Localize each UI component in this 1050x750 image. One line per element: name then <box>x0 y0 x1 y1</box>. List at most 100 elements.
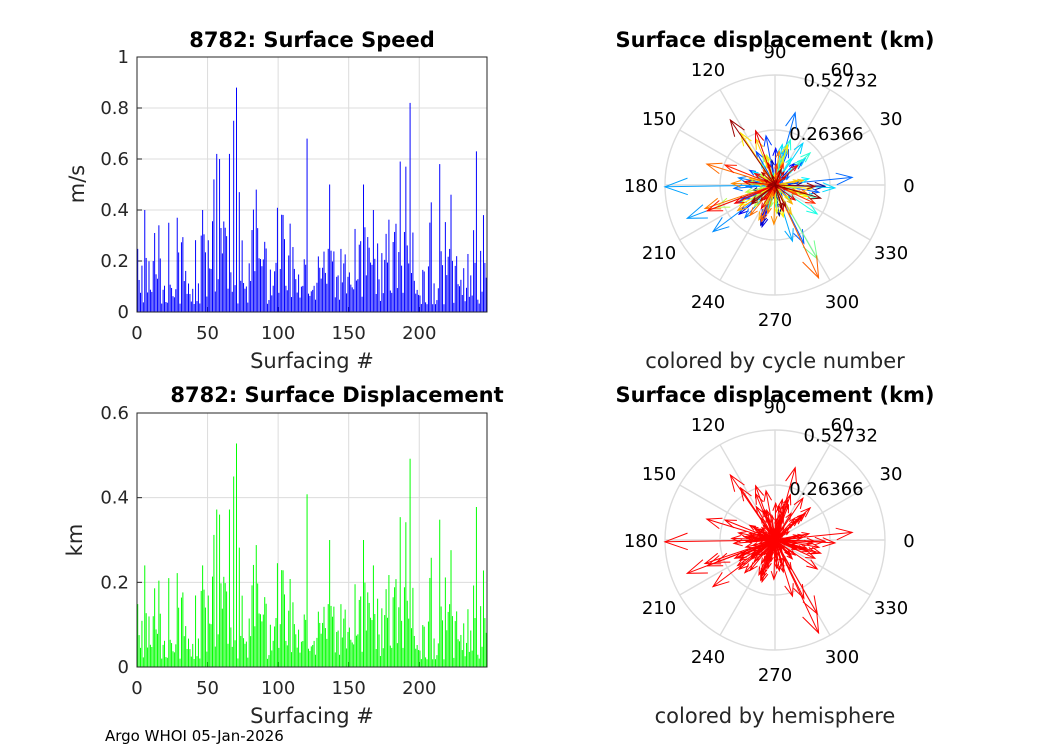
polar-hemisphere-arrow-head <box>784 531 791 536</box>
displacement-bar <box>283 594 285 667</box>
polar-cycle-rtick-label: 0.26366 <box>789 124 863 145</box>
displacement-bar <box>137 604 139 667</box>
displacement-bar <box>484 618 486 667</box>
speed-bar <box>197 283 199 312</box>
polar-hemisphere-arrow-head <box>760 570 768 582</box>
speed-bar <box>464 301 466 312</box>
speed-bar <box>214 291 216 312</box>
speed-bar <box>406 245 408 312</box>
displacement-bar <box>188 638 190 667</box>
displacement-bar <box>463 623 465 667</box>
speed-bar <box>305 264 307 312</box>
speed-bar <box>200 235 202 312</box>
polar-hemisphere-rtick-label: 0.52732 <box>804 426 878 447</box>
polar-cycle-arrow-head <box>809 186 821 195</box>
polar-cycle-angle-label: 150 <box>642 109 676 130</box>
displacement-bar <box>152 616 154 667</box>
speed-bar <box>453 302 455 312</box>
displacement-bar <box>196 656 198 667</box>
displacement-bar <box>140 647 142 667</box>
polar-hemisphere-angle-label: 330 <box>874 598 908 619</box>
displacement-bar <box>406 600 408 667</box>
speed-bar <box>396 288 398 312</box>
displacement-bar <box>384 615 386 667</box>
displacement-bar <box>351 642 353 667</box>
polar-cycle-chart: Surface displacement (km) colored by cyc… <box>615 28 934 373</box>
speed-bar <box>433 283 435 312</box>
speed-bar <box>442 265 444 312</box>
speed-bar <box>348 272 350 312</box>
speed-bar <box>168 222 170 312</box>
speed-bar <box>350 284 352 312</box>
polar-cycle-arrow-head <box>760 215 768 227</box>
speed-bar <box>254 271 256 312</box>
displacement-bar <box>402 647 404 667</box>
speed-ytick-label: 0.6 <box>100 149 129 170</box>
polar-hemisphere-arrow <box>760 526 776 541</box>
speed-bar <box>195 240 197 312</box>
speed-bar <box>268 300 270 312</box>
displacement-bar <box>365 630 367 667</box>
polar-hemisphere-angle-label: 180 <box>624 531 658 552</box>
speed-bar <box>430 202 432 312</box>
displacement-bar <box>219 514 221 667</box>
polar-hemisphere-arrow-head <box>738 553 749 562</box>
polar-hemisphere-arrow-head <box>742 534 751 541</box>
displacement-bar <box>183 636 185 667</box>
polar-hemisphere-caption: colored by hemisphere <box>655 704 896 728</box>
displacement-bar <box>480 606 482 667</box>
speed-bar <box>427 266 429 312</box>
speed-bar <box>429 222 431 312</box>
displacement-bar <box>450 550 452 667</box>
speed-bar <box>258 258 260 312</box>
displacement-bar <box>272 640 274 667</box>
displacement-bar <box>425 657 427 667</box>
speed-bar <box>319 267 321 312</box>
displacement-ytick-label: 0.2 <box>100 572 129 593</box>
polar-hemisphere-angle-label: 0 <box>903 531 914 552</box>
speed-bar <box>333 251 335 312</box>
polar-hemisphere-arrow-shaft <box>774 539 821 554</box>
speed-bar <box>331 261 333 312</box>
displacement-bar <box>446 630 448 667</box>
speed-bar <box>234 285 236 312</box>
speed-bar <box>227 288 229 312</box>
speed-ytick-label: 0.8 <box>100 98 129 119</box>
displacement-bar <box>481 646 483 667</box>
speed-bar <box>423 271 425 312</box>
displacement-bar <box>371 620 373 667</box>
polar-cycle-arrow-head <box>736 202 748 212</box>
speed-bar <box>261 266 263 312</box>
displacement-bar <box>330 605 332 667</box>
speed-bar <box>372 210 374 312</box>
polar-cycle-arrow-shaft <box>774 184 821 199</box>
displacement-bar <box>350 639 352 667</box>
speed-ytick-label: 0 <box>118 302 129 323</box>
displacement-bar <box>299 652 301 667</box>
polar-hemisphere-angle-label: 270 <box>758 665 792 686</box>
speed-bar <box>367 237 369 312</box>
speed-bar <box>360 241 362 312</box>
polar-hemisphere-arrow-shaft <box>774 539 796 556</box>
displacement-bar <box>226 591 228 667</box>
displacement-bar <box>451 616 453 667</box>
displacement-bar <box>419 650 421 667</box>
polar-hemisphere-arrow <box>774 539 797 556</box>
displacement-bar <box>319 622 321 667</box>
polar-cycle-arrow-head <box>773 189 777 195</box>
displacement-bar <box>312 644 314 667</box>
speed-bar <box>377 243 379 312</box>
speed-bar <box>237 303 239 312</box>
speed-plot-area <box>137 57 487 312</box>
polar-hemisphere-arrow-head <box>766 562 772 570</box>
displacement-bar <box>265 603 267 667</box>
speed-bar <box>140 292 142 312</box>
displacement-bar <box>339 654 341 667</box>
displacement-bar <box>278 647 280 667</box>
displacement-bar <box>344 609 346 667</box>
speed-bar <box>142 302 144 312</box>
speed-chart-ylabel: m/s <box>65 165 89 203</box>
displacement-bar <box>415 648 417 667</box>
polar-hemisphere-arrow-head <box>705 517 723 529</box>
polar-hemisphere-arrow-head <box>737 560 749 571</box>
